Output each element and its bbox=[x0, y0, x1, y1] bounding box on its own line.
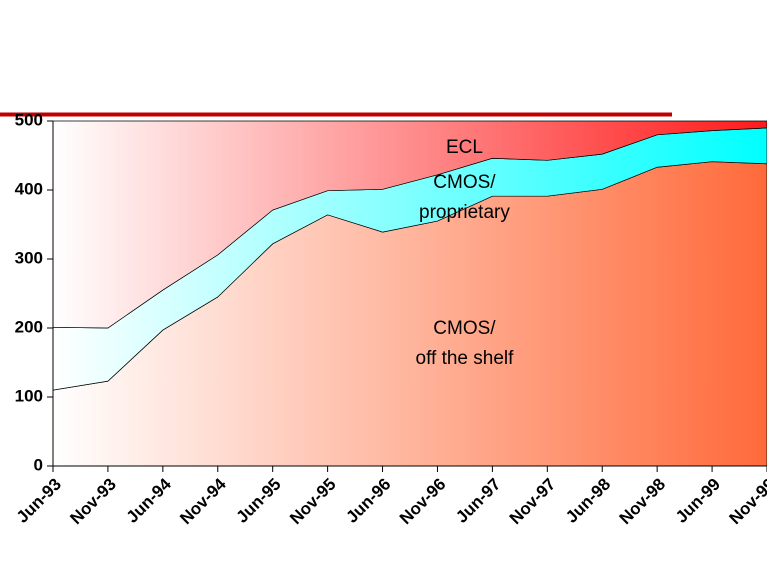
x-tick-label: Nov-96 bbox=[396, 475, 450, 529]
x-tick-label: Nov-95 bbox=[286, 475, 340, 529]
y-tick-label: 200 bbox=[15, 317, 43, 336]
x-tick-label: Jun-93 bbox=[13, 475, 65, 527]
x-tick-label: Jun-97 bbox=[452, 475, 504, 527]
y-tick-label: 400 bbox=[15, 179, 43, 198]
y-tick-label: 300 bbox=[15, 248, 43, 267]
x-tick-label: Nov-98 bbox=[616, 475, 670, 529]
x-tick-label: Nov-97 bbox=[506, 475, 560, 529]
x-tick-label: Jun-95 bbox=[233, 475, 285, 527]
series-label: ECL bbox=[445, 136, 483, 158]
x-tick-label: Nov-93 bbox=[66, 475, 120, 529]
series-label: CMOS/ off the shelf bbox=[415, 317, 514, 369]
area bbox=[52, 120, 767, 329]
x-tick-label: Nov-94 bbox=[176, 474, 230, 528]
y-tick-label: 100 bbox=[15, 386, 43, 405]
x-tick-label: Jun-99 bbox=[672, 475, 724, 527]
y-tick-label: 0 bbox=[34, 455, 43, 474]
x-tick-label: Nov-99 bbox=[725, 475, 767, 529]
y-tick-label: 500 bbox=[15, 110, 43, 129]
series-label: CMOS/ proprietary bbox=[419, 171, 510, 223]
x-tick-label: Jun-96 bbox=[342, 475, 394, 527]
x-tick-label: Jun-98 bbox=[562, 475, 614, 527]
x-tick-label: Jun-94 bbox=[123, 474, 176, 527]
